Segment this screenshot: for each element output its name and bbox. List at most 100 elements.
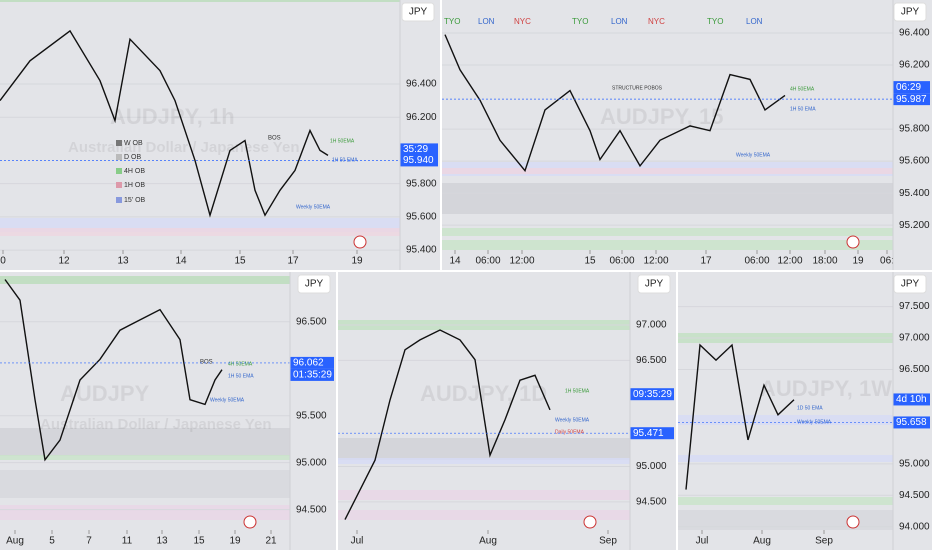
annotation: 1H 50 EMA (228, 373, 254, 379)
currency-button-label: JPY (901, 7, 920, 18)
annotation: 1H 50EMA (565, 388, 590, 394)
y-tick-label: 95.800 (406, 178, 437, 189)
countdown-label: 01:35:29 (293, 370, 332, 381)
annotation: AUDJPY, 15 (600, 104, 724, 129)
y-tick-label: 95.800 (899, 124, 930, 135)
annotation: 1H 50 EMA (790, 106, 816, 112)
y-tick-label: 95.600 (899, 156, 930, 167)
y-tick-label: 96.200 (899, 60, 930, 71)
currency-button-label: JPY (901, 279, 920, 290)
y-tick-label: 95.000 (636, 461, 667, 472)
zone (442, 183, 893, 214)
y-tick-label: 95.000 (296, 457, 327, 468)
y-tick-label: 95.400 (899, 188, 930, 199)
price-badge (893, 93, 930, 106)
chart-panel: 97.000 96.500 95.000 94.500 Jul Aug Sep AUDJPY,… (338, 272, 676, 550)
zone (0, 505, 290, 520)
event-icon (583, 515, 597, 529)
annotation: AUDJPY, 1h (110, 104, 235, 129)
countdown-label: 09:35:29 (633, 389, 672, 400)
annotation: Weekly 50EMA (296, 204, 331, 210)
x-tick-label: Sep (815, 536, 833, 547)
y-tick-label: 94.500 (296, 504, 327, 515)
annotation: 1H 50EMA (330, 138, 355, 144)
zone (338, 438, 630, 460)
y-tick-label: 94.500 (899, 490, 930, 501)
zone (442, 228, 893, 236)
annotation: 4H OB (124, 168, 145, 175)
annotation: D OB (124, 154, 141, 161)
annotation: NYC (648, 17, 665, 26)
annotation: BOS (268, 136, 281, 142)
price-badge (400, 154, 438, 167)
annotation: W OB (124, 140, 143, 147)
x-tick-label: 15 (584, 256, 596, 267)
price-badge-label: 95.658 (896, 417, 927, 428)
annotation: Weekly 50EMA (555, 417, 590, 423)
countdown-badge (290, 368, 334, 381)
y-tick-label: 96.200 (406, 112, 437, 123)
zone (338, 510, 630, 520)
x-tick-label: 12:00 (777, 256, 802, 267)
currency-button[interactable] (893, 2, 927, 22)
price-line (4, 279, 223, 462)
zone (0, 428, 290, 456)
currency-button-label: JPY (409, 7, 428, 18)
event-icon (353, 235, 367, 249)
x-tick-label: 13 (156, 536, 168, 547)
legend-swatch (116, 168, 122, 174)
countdown-label: 06:29 (896, 82, 921, 93)
price-badge-label: 95.471 (633, 428, 664, 439)
chart-panel: 96.500 95.500 95.000 94.500 Aug 5 7 11 13 15 19 21 A… (0, 272, 336, 550)
x-tick-label: 19 (351, 256, 363, 267)
y-tick-label: 96.500 (899, 364, 930, 375)
y-tick-label: 97.000 (899, 333, 930, 344)
event-icon (846, 235, 860, 249)
x-tick-label: 14 (175, 256, 187, 267)
panel-background (338, 272, 676, 550)
legend-swatch (116, 154, 122, 160)
annotation: 4H 50EMA (228, 361, 253, 367)
annotation: 1D 50 EMA (797, 405, 823, 411)
countdown-badge (893, 393, 930, 406)
x-tick-label: Jul (351, 536, 364, 547)
y-tick-label: 94.000 (899, 521, 930, 532)
x-tick-label: 19 (852, 256, 864, 267)
x-tick-label: 15 (193, 536, 205, 547)
price-badge (630, 427, 674, 440)
zone (0, 470, 290, 498)
annotation: STRUCTURE POBOS (612, 85, 663, 91)
zone (678, 497, 893, 505)
currency-button[interactable] (297, 274, 331, 294)
zone (678, 415, 893, 425)
zone (0, 276, 290, 284)
annotation: TYO (444, 17, 460, 26)
x-tick-label: Aug (753, 536, 771, 547)
event-icon (846, 515, 860, 529)
annotation: LON (746, 17, 763, 26)
zone (338, 490, 630, 500)
y-tick-label: 95.600 (406, 212, 437, 223)
currency-button[interactable] (401, 2, 435, 22)
annotation: Daily 50EMA (555, 429, 585, 435)
y-tick-label: 96.400 (406, 79, 437, 90)
annotation: Australian Dollar / Japanese Yen (40, 416, 272, 433)
countdown-badge (630, 388, 674, 401)
currency-button[interactable] (893, 274, 927, 294)
y-tick-label: 96.500 (636, 355, 667, 366)
price-line (0, 29, 329, 218)
annotation: LON (478, 17, 495, 26)
legend-swatch (116, 182, 122, 188)
zone (338, 458, 630, 464)
price-line (444, 34, 786, 173)
currency-button[interactable] (637, 274, 671, 294)
annotation: AUDJPY, 1W (760, 376, 892, 401)
annotation: Weekly 50EMA (736, 152, 771, 158)
countdown-badge (893, 81, 930, 94)
chart-panel: 96.400 96.200 95.800 95.600 95.400 95.200 14 06… (442, 0, 932, 270)
annotation: AUDJPY (60, 381, 150, 406)
x-tick-label: 21 (265, 536, 277, 547)
y-tick-label: 95.400 (406, 245, 437, 256)
legend-swatch (116, 140, 122, 146)
